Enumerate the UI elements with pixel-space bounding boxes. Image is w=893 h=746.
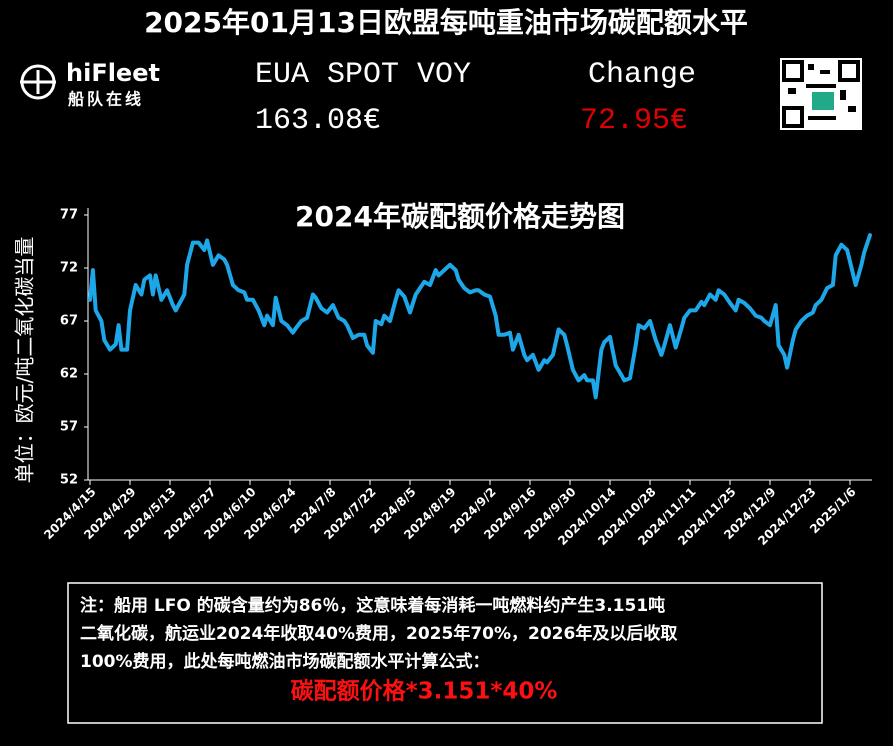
note-box [67, 582, 823, 724]
y-tick-label: 52 [60, 473, 78, 488]
price-line [88, 233, 872, 400]
note-line: 注：船用 LFO 的碳含量约为86％，这意味着每消耗一吨燃料约产生3.151吨 [80, 595, 665, 616]
qr-cell [788, 88, 796, 94]
qr-cell [808, 64, 814, 70]
chart-title: 2024年碳配额价格走势图 [295, 200, 625, 233]
qr-center [812, 92, 834, 110]
price: 163.08€ [255, 104, 381, 138]
note-formula: 碳配额价格*3.151*40% [291, 678, 558, 705]
logo-name: hiFleet [66, 59, 160, 87]
qr-cell [848, 106, 856, 112]
y-tick-label: 77 [60, 208, 78, 223]
qr-cell [820, 70, 830, 74]
qr-cell [806, 84, 836, 88]
qr-cell [840, 90, 846, 100]
qr-finder [782, 106, 804, 128]
logo-sub: 船队在线 [68, 90, 144, 109]
y-tick-label: 62 [60, 367, 78, 382]
qr-cell [808, 116, 836, 120]
note-line: 二氧化碳，航运业2024年收取40%费用，2025年70%，2026年及以后收取 [80, 623, 677, 644]
qr-code [780, 58, 862, 130]
change-label: Change [588, 58, 696, 92]
price-label: EUA SPOT VOY [255, 58, 471, 92]
note-line: 100%费用，此处每吨燃油市场碳配额水平计算公式： [80, 651, 490, 672]
page-title: 2025年01月13日欧盟每吨重油市场碳配额水平 [144, 6, 748, 39]
y-tick-label: 67 [60, 314, 78, 329]
logo [20, 64, 56, 100]
y-tick-label: 72 [60, 261, 78, 276]
qr-finder [838, 60, 860, 82]
change: 72.95€ [580, 104, 688, 138]
qr-finder [782, 60, 804, 82]
y-tick-label: 57 [60, 420, 78, 435]
y-axis-label: 单位：欧元/吨二氧化碳当量 [13, 237, 37, 484]
